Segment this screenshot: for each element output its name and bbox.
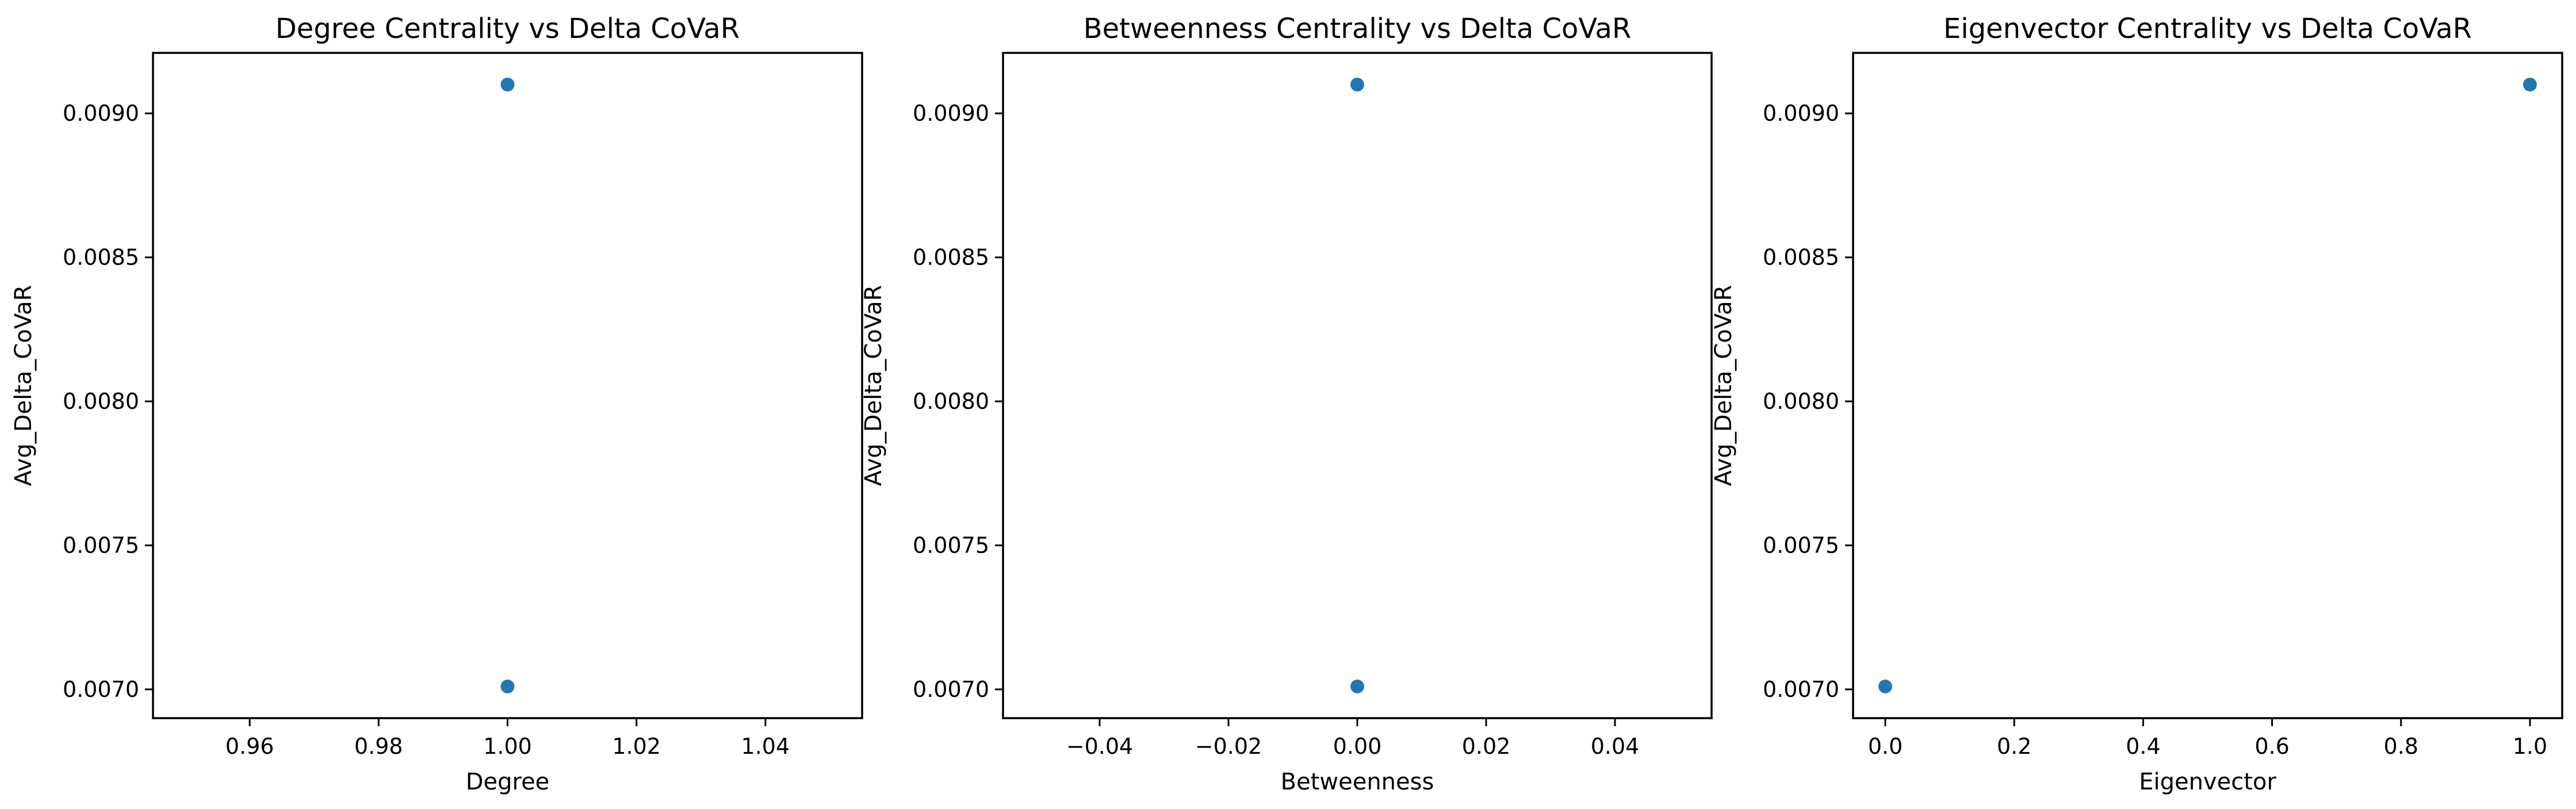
- x-tick-label: −0.04: [1066, 734, 1133, 759]
- y-tick-label: 0.0090: [1763, 101, 1839, 126]
- chart-panel-3: 0.0 0.2 0.4 0.6 0.8 1.0 0.0070 0.0075 0.0080 0.00…: [1710, 13, 2563, 795]
- y-axis-label: Avg_Delta_CoVaR: [860, 285, 887, 486]
- data-point: [1350, 78, 1364, 92]
- chart-panel-2: −0.04 −0.02 0.00 0.02 0.04 0.0070 0.0075 0.0080…: [860, 13, 1713, 795]
- x-tick-label: 1.02: [612, 734, 661, 759]
- chart-panel-1: 0.96 0.98 1.00 1.02 1.04 0.0070 0.0075 0.0080 0.…: [10, 13, 863, 795]
- y-tick-label: 0.0075: [913, 532, 989, 558]
- y-tick-label: 0.0080: [1763, 389, 1839, 414]
- x-tick-label: 0.0: [1868, 734, 1903, 759]
- y-tick-label: 0.0070: [913, 677, 989, 702]
- plot-frame: [1852, 52, 2563, 719]
- x-tick-label: 0.4: [2126, 734, 2160, 759]
- x-tick-label: 0.04: [1591, 734, 1640, 759]
- data-point: [1878, 679, 1893, 693]
- x-tick-label: 0.96: [225, 734, 274, 759]
- chart-title: Betweenness Centrality vs Delta CoVaR: [1084, 13, 1632, 45]
- x-tick-label: 0.6: [2255, 734, 2289, 759]
- y-tick-label: 0.0090: [913, 101, 989, 126]
- x-tick-label: 0.00: [1333, 734, 1382, 759]
- x-tick-label: −0.02: [1195, 734, 1262, 759]
- y-tick-label: 0.0090: [63, 101, 139, 126]
- y-tick-label: 0.0070: [1763, 677, 1839, 702]
- y-tick-label: 0.0085: [63, 245, 139, 270]
- data-point: [1350, 679, 1364, 693]
- x-tick-label: 1.0: [2513, 734, 2547, 759]
- x-tick-label: 0.98: [354, 734, 403, 759]
- x-axis-label: Eigenvector: [2139, 769, 2276, 795]
- data-point: [500, 78, 515, 92]
- y-tick-label: 0.0080: [63, 389, 139, 414]
- x-tick-label: 1.00: [483, 734, 532, 759]
- x-axis-label: Betweenness: [1281, 769, 1434, 795]
- data-point: [2523, 78, 2537, 92]
- x-tick-label: 0.2: [1997, 734, 2031, 759]
- y-tick-label: 0.0075: [1763, 532, 1839, 558]
- y-tick-label: 0.0070: [63, 677, 139, 702]
- y-tick-label: 0.0085: [1763, 245, 1839, 270]
- y-tick-label: 0.0075: [63, 532, 139, 558]
- y-tick-label: 0.0085: [913, 245, 989, 270]
- x-axis-label: Degree: [466, 769, 550, 795]
- x-tick-label: 1.04: [741, 734, 790, 759]
- x-tick-label: 0.8: [2384, 734, 2418, 759]
- y-axis-label: Avg_Delta_CoVaR: [10, 285, 37, 486]
- chart-title: Degree Centrality vs Delta CoVaR: [275, 13, 740, 45]
- y-tick-label: 0.0080: [913, 389, 989, 414]
- y-axis-label: Avg_Delta_CoVaR: [1710, 285, 1737, 486]
- data-point: [500, 679, 515, 693]
- x-tick-label: 0.02: [1462, 734, 1511, 759]
- chart-title: Eigenvector Centrality vs Delta CoVaR: [1943, 13, 2472, 45]
